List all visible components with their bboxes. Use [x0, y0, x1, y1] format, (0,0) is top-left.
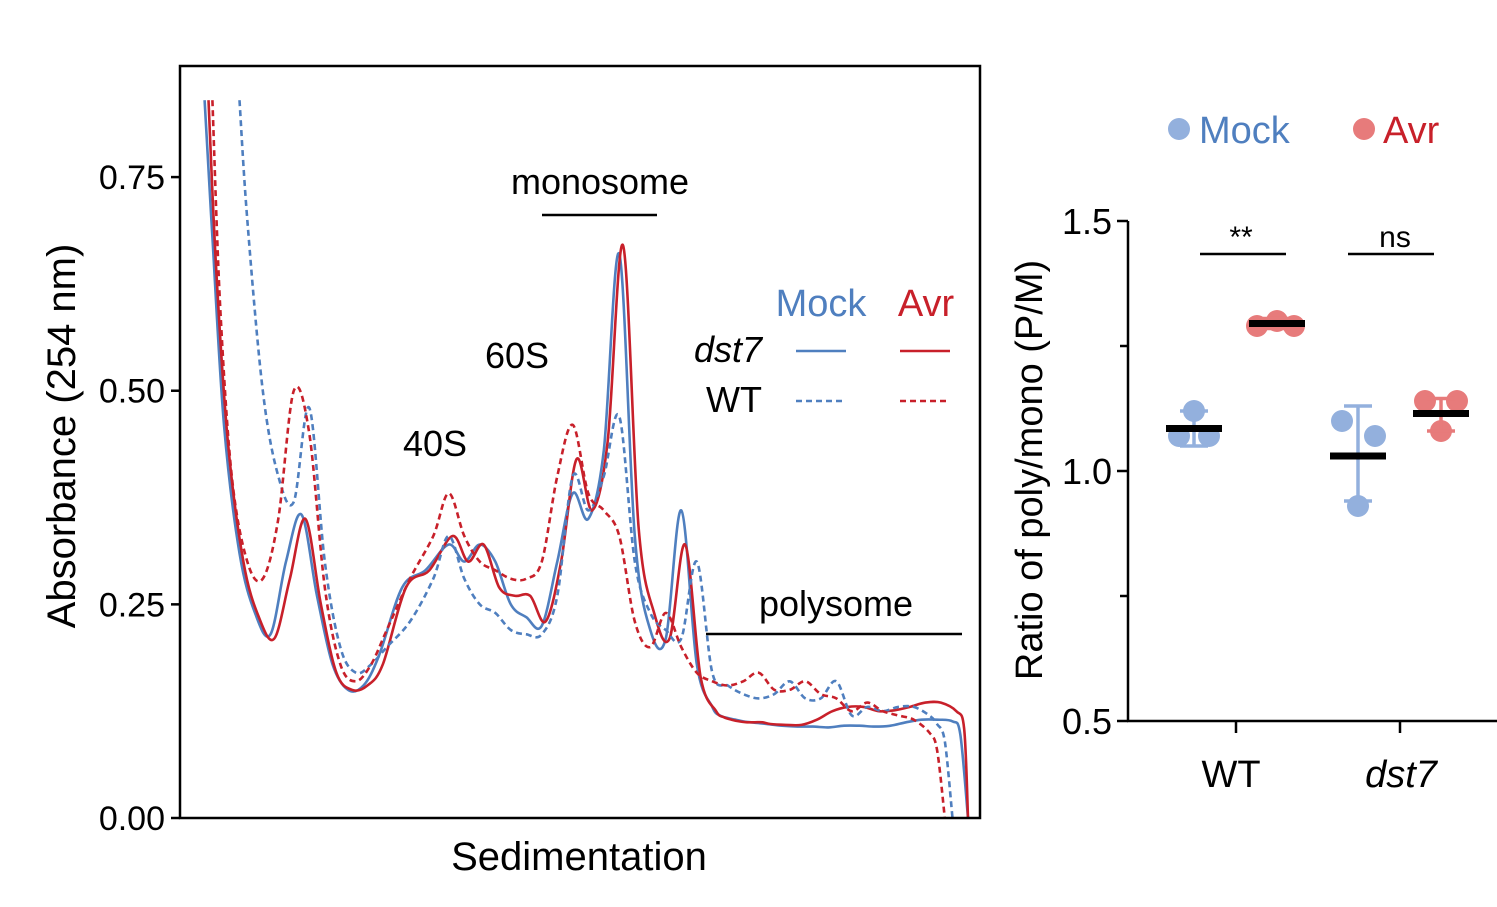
legend-dst7-label: dst7 — [694, 329, 764, 370]
legend-avr-header: Avr — [898, 283, 955, 325]
legend-wt-label: WT — [706, 379, 762, 420]
profile-y-tick-label: 0.75 — [99, 159, 165, 197]
profile-y-tick-label: 0.25 — [99, 586, 165, 624]
ratio-y-axis: 0.5 1.0 1.5 — [1062, 201, 1128, 742]
legend-avr-label: Avr — [1383, 110, 1440, 152]
trace-dst7-mock — [203, 100, 970, 819]
ratio-point-dst7-avr — [1446, 390, 1468, 412]
significance-label-dst7: ns — [1379, 221, 1411, 254]
ratio-significance: ** ns — [1200, 221, 1434, 256]
legend-avr-dot — [1353, 118, 1375, 140]
ratio-panel: 0.5 1.0 1.5 WT dst7 Ratio of poly/mono (P/M… — [1009, 110, 1497, 796]
ratio-y-tick-label: 1.5 — [1062, 201, 1112, 242]
ratio-x-tick-label-dst7: dst7 — [1365, 754, 1439, 796]
legend-mock-label: Mock — [1199, 110, 1291, 152]
significance-label-wt: ** — [1229, 221, 1253, 254]
60s-label: 60S — [485, 335, 549, 376]
profile-legend: Mock Avr dst7 WT — [694, 283, 955, 420]
trace-wt-avr — [211, 100, 947, 819]
ratio-y-tick-label: 1.0 — [1062, 451, 1112, 492]
monosome-label: monosome — [511, 161, 689, 202]
profile-y-axis: 0.00 0.25 0.50 0.75 — [99, 159, 180, 838]
polysome-label: polysome — [759, 583, 913, 624]
legend-mock-dot — [1168, 118, 1190, 140]
profile-y-label: Absorbance (254 nm) — [40, 244, 84, 629]
profile-y-tick-label: 0.50 — [99, 373, 165, 411]
ratio-point-dst7-mock — [1331, 410, 1353, 432]
trace-wt-mock — [238, 100, 954, 819]
ratio-point-dst7-mock — [1364, 425, 1386, 447]
trace-dst7-avr — [207, 100, 970, 819]
ratio-y-label: Ratio of poly/mono (P/M) — [1009, 260, 1051, 680]
profile-panel: 0.00 0.25 0.50 0.75 Sedimentation Absorbanc… — [40, 64, 982, 879]
ratio-x-tick-label-wt: WT — [1201, 754, 1260, 796]
ratio-legend: Mock Avr — [1168, 110, 1440, 152]
ratio-point-dst7-avr — [1414, 390, 1436, 412]
profile-plot-frame — [178, 64, 982, 820]
profile-x-label: Sedimentation — [451, 835, 707, 879]
profile-y-tick-label: 0.00 — [99, 800, 165, 838]
ratio-y-tick-label: 0.5 — [1062, 701, 1112, 742]
ratio-x-axis: WT dst7 — [1201, 721, 1439, 796]
legend-mock-header: Mock — [776, 283, 868, 325]
40s-label: 40S — [403, 423, 467, 464]
ratio-data-marks — [1166, 310, 1469, 517]
profile-traces — [203, 100, 970, 819]
